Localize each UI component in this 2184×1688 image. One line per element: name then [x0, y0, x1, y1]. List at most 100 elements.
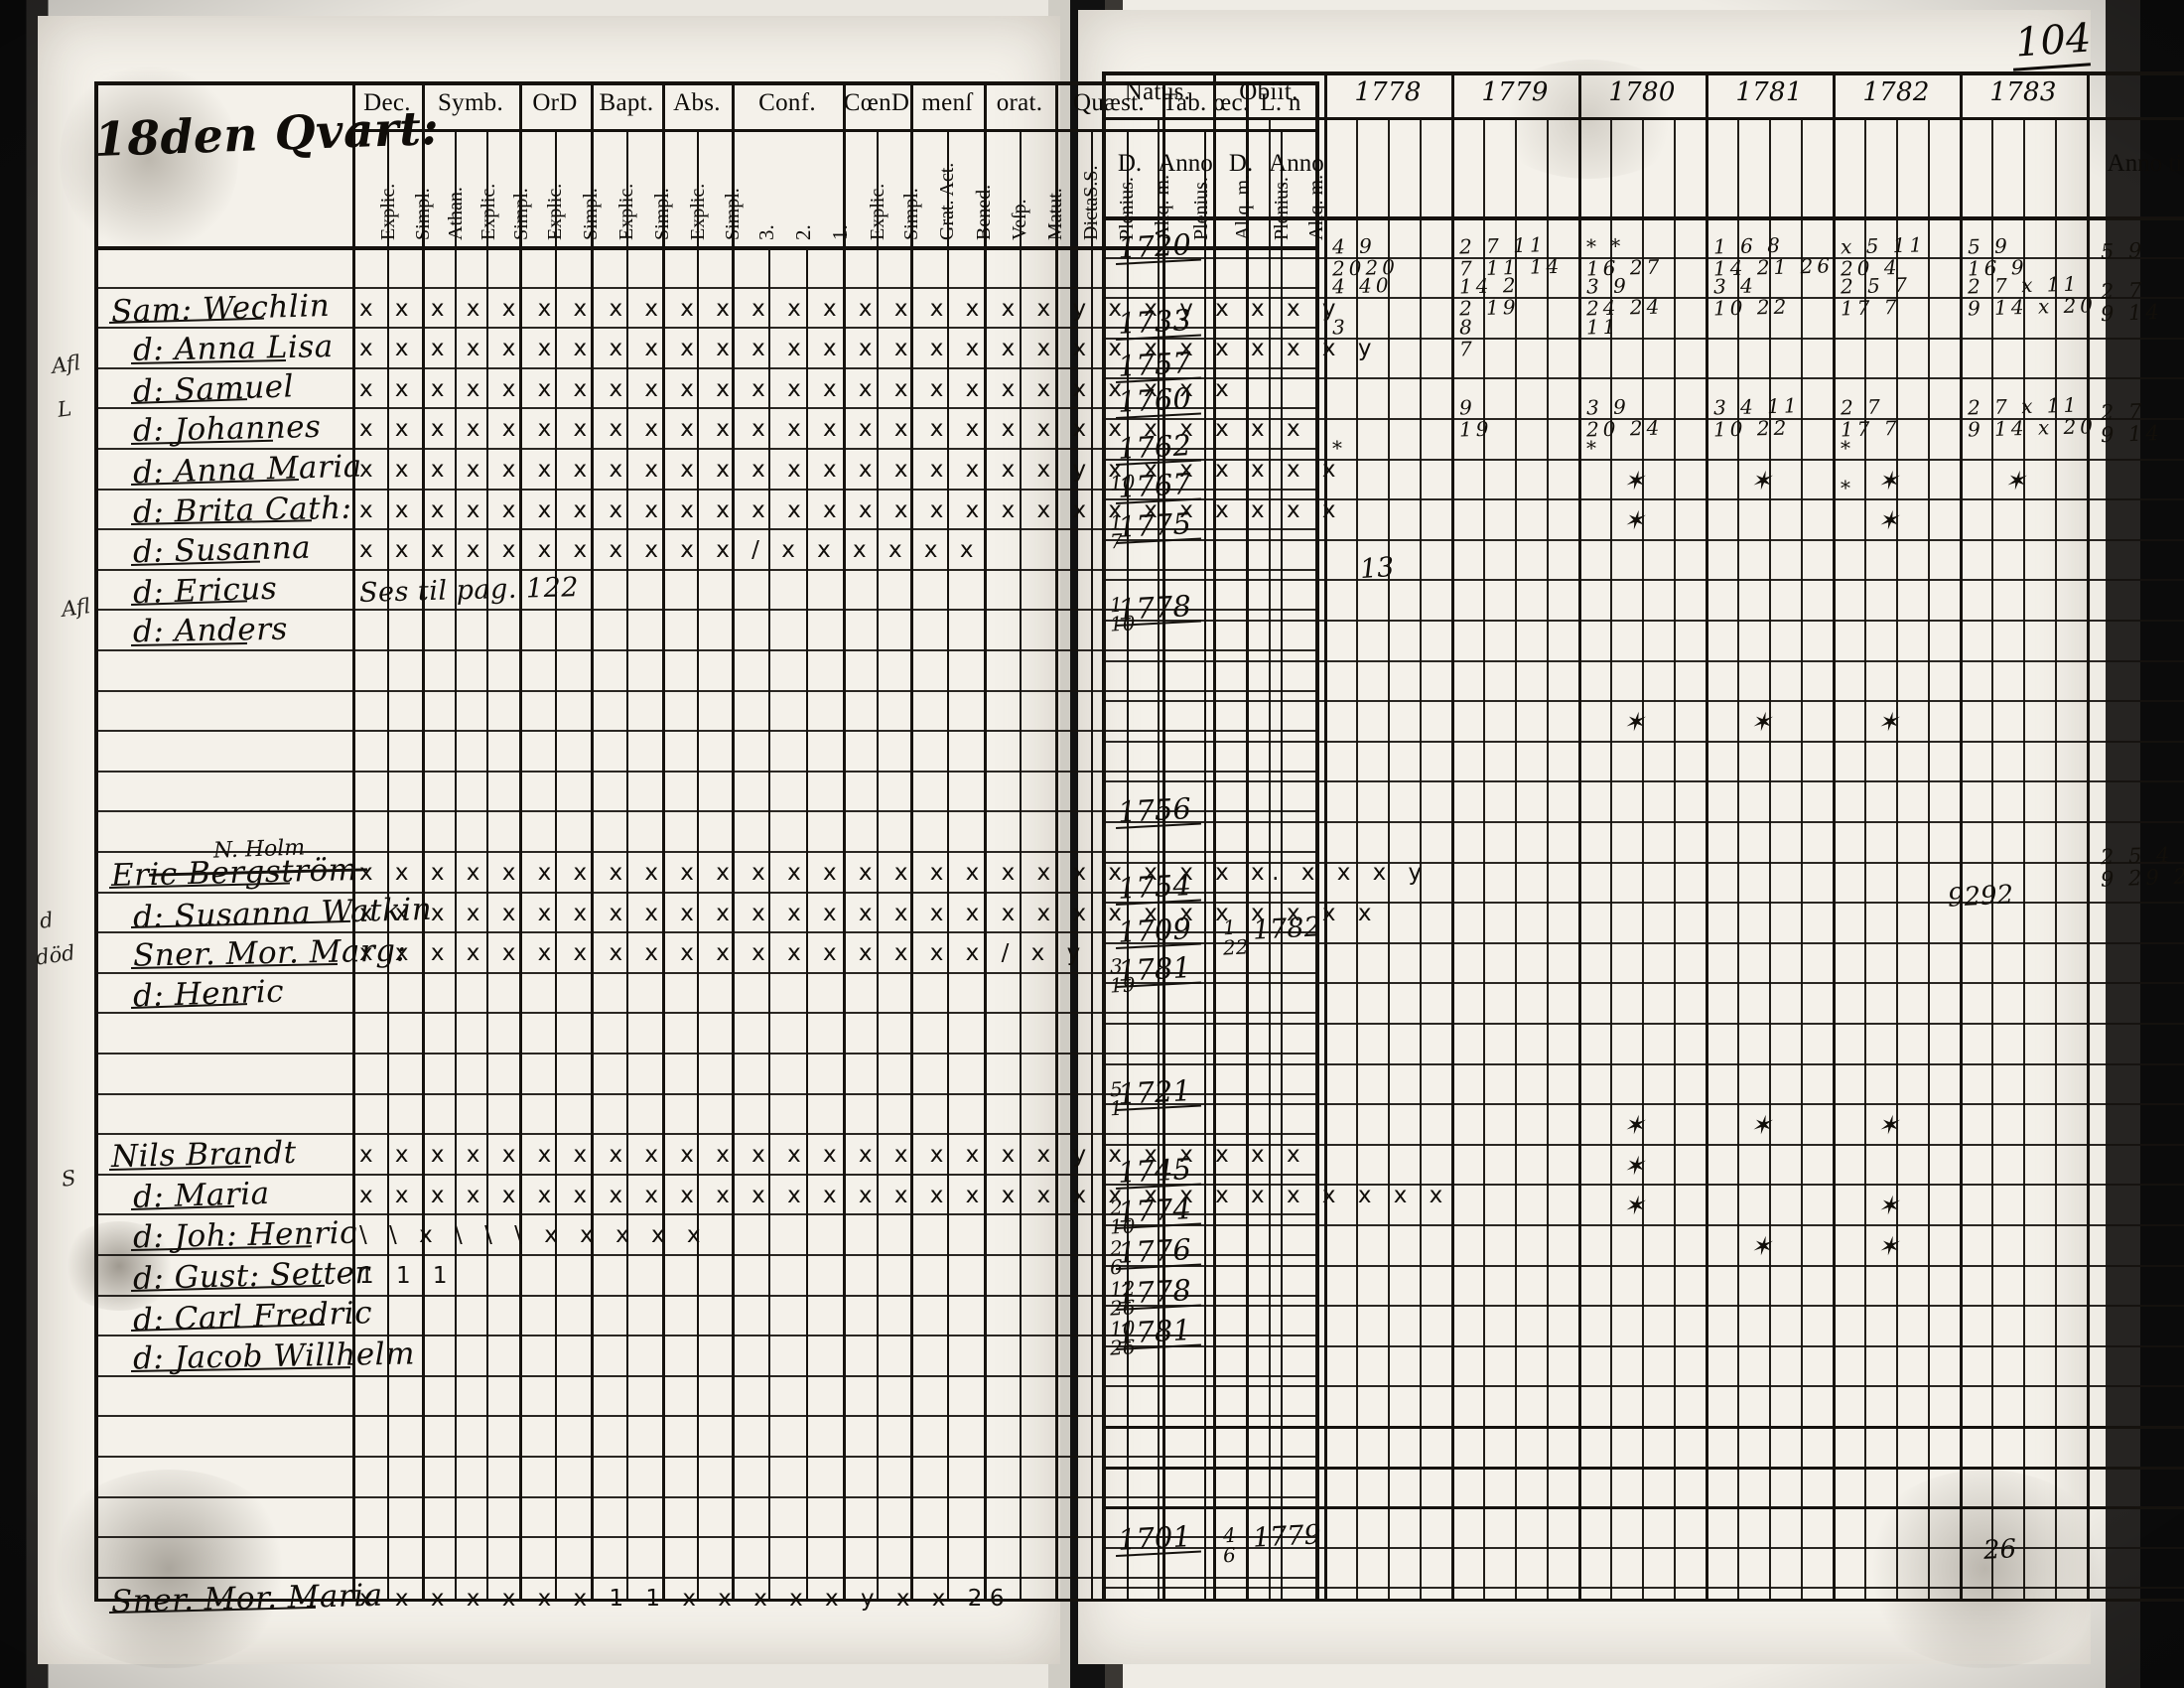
row-line [94, 367, 1319, 369]
examination-mark: ✶ [1877, 506, 1899, 536]
examination-mark: ✶ [1623, 467, 1645, 496]
examination-entry: * [1840, 476, 1855, 500]
row-line [1102, 1345, 2184, 1347]
examination-entry: 9 14 x 20 [1967, 293, 2098, 321]
subcol-divider [2023, 117, 2025, 1599]
abiit-anno-til: 9 14 [2100, 420, 2164, 448]
subcolumn-header: Anno til [2107, 150, 2184, 177]
row-line [1102, 1587, 2184, 1589]
row-line [94, 730, 1319, 732]
col-divider [1102, 71, 1105, 1599]
row-line [1102, 620, 2184, 622]
column-header-orat: orat. [996, 89, 1043, 116]
row-line [94, 1093, 1319, 1095]
subcol-divider [1674, 117, 1676, 1599]
column-header-ln: L. n [1260, 89, 1301, 116]
row-line [94, 690, 1319, 692]
row-line [94, 1133, 1319, 1135]
examination-mark: ✶ [1877, 1232, 1899, 1262]
column-header-abs: Abs. [673, 89, 721, 116]
subcol-divider [1281, 129, 1283, 1599]
subcol-divider [1420, 117, 1422, 1599]
subcol-divider [1091, 129, 1093, 1599]
subcol-divider [387, 129, 389, 1599]
examination-mark: ✶ [1623, 708, 1645, 738]
row-line [1102, 377, 2184, 379]
row-line [94, 1295, 1319, 1297]
subcol-divider [1642, 117, 1644, 1599]
subcol-divider [1483, 117, 1485, 1599]
col-divider [910, 81, 913, 1599]
examination-mark: ✶ [1750, 1111, 1772, 1141]
abiit-anno-til: 5 9 [2100, 238, 2146, 264]
row-line [1102, 297, 2184, 299]
column-header-y1779: 1779 [1481, 77, 1549, 107]
row-line [1102, 338, 2184, 340]
subcol-divider [1127, 129, 1129, 1599]
subcol-divider [455, 129, 457, 1599]
subcol-divider [486, 129, 488, 1599]
examination-mark: ✶ [1877, 467, 1899, 496]
row-line [94, 972, 1319, 974]
subcolumn-header: D. [1117, 150, 1143, 177]
subcol-divider [1769, 117, 1771, 1599]
left-page-paper [38, 16, 1060, 1664]
attendance-marks: x x x x x x x x x x x x x x x x x x x x … [359, 296, 1344, 322]
attendance-marks: x x x x x x x x x x x / x x x x x x [359, 537, 981, 563]
footer-rule [1102, 1506, 2184, 1509]
attendance-marks: x x x x x x x x x x x x x x x x x x x x … [359, 901, 1379, 926]
subcol-divider [768, 246, 770, 1599]
col-divider [1246, 81, 1249, 1599]
subheader-bottom-line [1102, 216, 2184, 220]
examination-mark: ✶ [1623, 1192, 1645, 1221]
row-line [94, 407, 1319, 409]
subcol-divider [1864, 117, 1866, 1599]
attendance-marks: x x x x x x x x x x x x x x x x x x x x … [359, 336, 1379, 361]
obiit-day: 6 [1222, 1542, 1237, 1568]
subcolumn-header: Anno [1158, 150, 1213, 177]
examination-mark: ✶ [1877, 1111, 1899, 1141]
column-header-natus: Natus. [1124, 78, 1191, 105]
column-header-ord: OrD [532, 89, 578, 116]
row-line [94, 1415, 1319, 1417]
row-line [1102, 741, 2184, 743]
column-header-coend: CœnD [843, 89, 910, 116]
annotation-bottom-right: 26 [1982, 1534, 2017, 1566]
examination-mark: ✶ [2004, 467, 2026, 496]
col-divider [422, 81, 425, 1599]
col-divider [1324, 71, 1327, 1599]
row-line [1102, 498, 2184, 500]
col-divider [662, 81, 665, 1599]
examination-mark: ✶ [1750, 1232, 1772, 1262]
col-divider [1055, 81, 1058, 1599]
page-number: 104 [2013, 15, 2093, 67]
row-line [94, 892, 1319, 894]
column-header-y1780: 1780 [1608, 77, 1676, 107]
row-line [1102, 1265, 2184, 1267]
row-line [1102, 902, 2184, 904]
obiit-year: 1782 [1252, 912, 1322, 946]
subheader-top-line [352, 129, 1315, 132]
subcol-divider [1991, 117, 1993, 1599]
subcol-divider [626, 129, 628, 1599]
attendance-marks: \ \ x \ \ \ x x x x x [359, 1222, 709, 1248]
attendance-marks: x x x x x x x x x x x x x x x x x x x x … [359, 416, 1308, 442]
row-line [1102, 1063, 2184, 1065]
examination-entry: * [1331, 436, 1347, 461]
subcol-divider [1547, 117, 1549, 1599]
annotation-susanna-tail: 13 [1358, 551, 1396, 586]
col-divider [1213, 71, 1216, 1599]
column-header-bapt: Bapt. [599, 89, 654, 116]
row-line [1102, 257, 2184, 259]
row-line [1102, 1547, 2184, 1549]
row-line [1102, 1184, 2184, 1186]
column-header-mens: menſ [921, 89, 973, 116]
subcol-divider [1928, 117, 1930, 1599]
obiit-year: 1779 [1252, 1519, 1322, 1554]
examination-mark: ✶ [1750, 708, 1772, 738]
col-divider [1833, 71, 1836, 1599]
table-bottom-border [94, 1599, 1319, 1602]
examination-entry: 11 [1585, 314, 1620, 340]
examination-mark: ✶ [1623, 1152, 1645, 1182]
